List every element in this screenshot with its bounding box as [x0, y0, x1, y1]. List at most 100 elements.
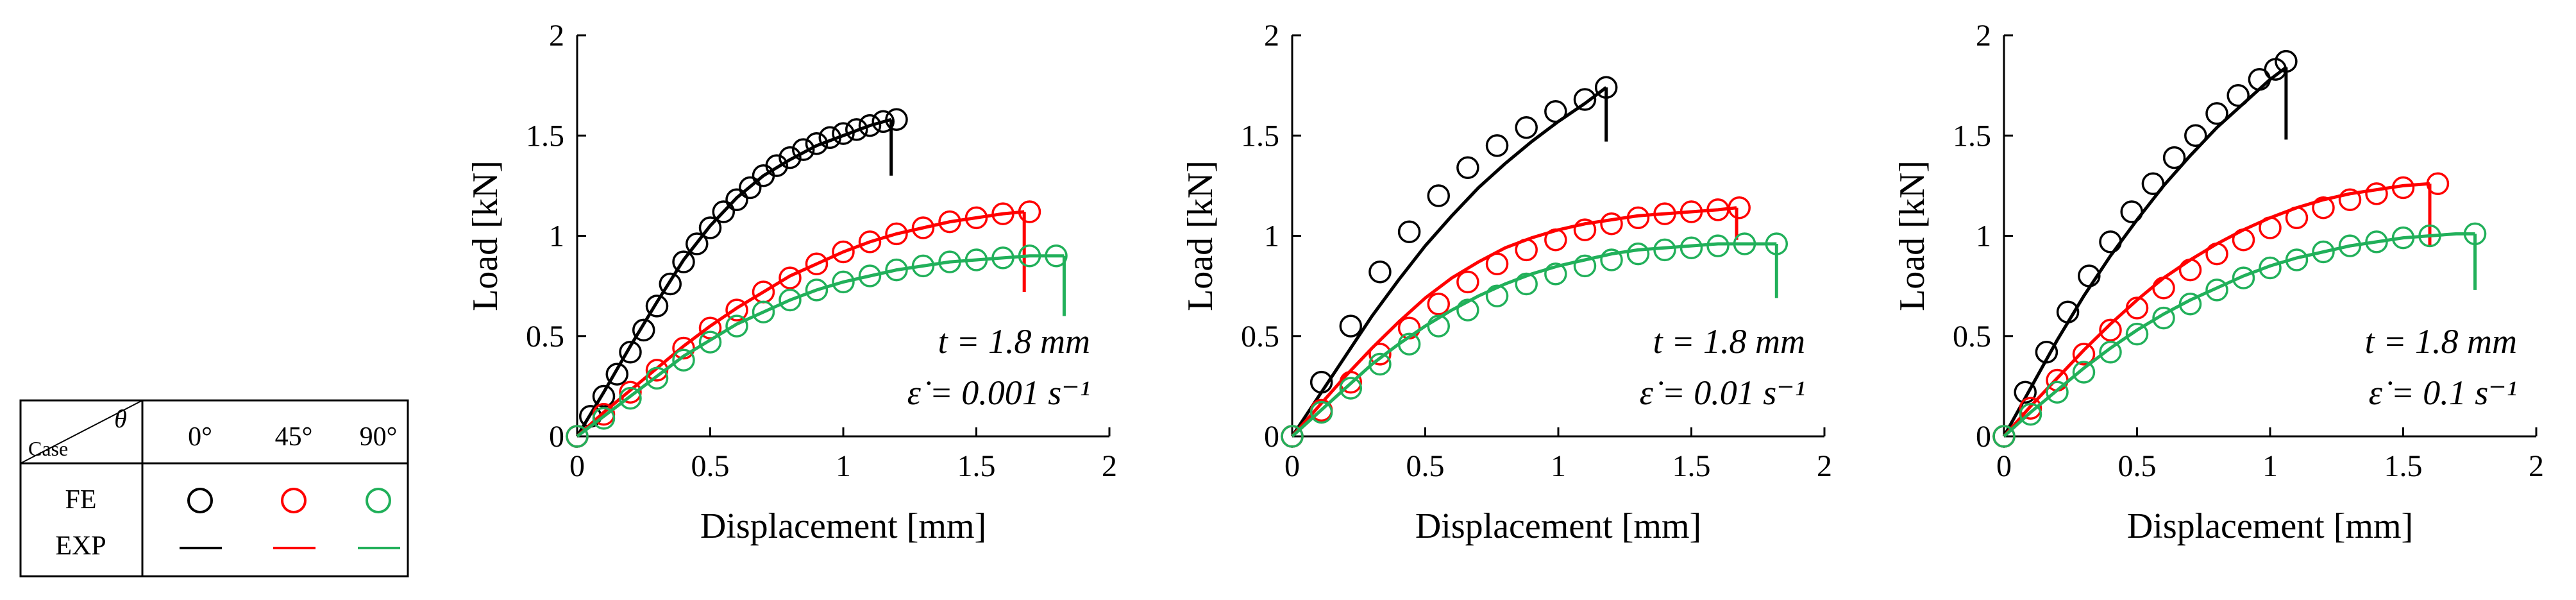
fe-marker	[698, 216, 722, 239]
y-axis-label: Load [kN]	[1892, 160, 1932, 311]
legend-col-45: 45°	[275, 422, 313, 452]
fe-marker	[885, 222, 908, 246]
legend-border	[19, 399, 409, 578]
legend-col-0: 0°	[188, 422, 212, 452]
x-tick-label: 2	[2529, 449, 2544, 483]
fe-marker	[698, 330, 722, 354]
annotation-strain-rate: ε̇ = 0.01 s⁻¹	[1640, 373, 1805, 412]
exp-curve	[2003, 232, 2475, 438]
legend-svg: θ Case 0° 45° 90° FE EXP	[19, 399, 409, 578]
fe-marker	[1368, 343, 1392, 366]
y-tick-label: 1	[549, 219, 564, 253]
fe-marker	[686, 232, 709, 255]
y-tick-label: 0.5	[1953, 320, 1991, 354]
fe-marker	[1427, 184, 1450, 207]
x-tick-label: 0.5	[691, 449, 730, 483]
y-tick-label: 2	[1264, 19, 1279, 53]
y-tick-label: 0	[549, 420, 564, 454]
fe-marker	[2152, 306, 2175, 330]
x-tick-label: 2	[1102, 449, 1117, 483]
fe-marker	[911, 216, 935, 239]
fe-marker	[1339, 314, 1363, 338]
x-tick-label: 1	[836, 449, 851, 483]
fe-marker	[712, 200, 735, 223]
fe-marker	[832, 122, 855, 145]
fe-marker	[2162, 146, 2186, 169]
fe-marker	[832, 270, 855, 294]
fe-marker	[1600, 248, 1623, 271]
fe-marker	[858, 114, 882, 137]
y-axis-label: Load [kN]	[1181, 160, 1220, 311]
fe-marker	[1573, 254, 1597, 278]
fe-marker	[1397, 220, 1421, 243]
y-tick-label: 1.5	[1241, 119, 1279, 153]
fe-marker	[566, 425, 589, 448]
x-tick-label: 0.5	[1406, 449, 1445, 483]
fe-marker	[2312, 240, 2335, 264]
fe-marker	[1573, 88, 1597, 111]
fe-marker	[779, 266, 802, 289]
series-1	[566, 200, 1041, 448]
x-tick-label: 1.5	[1672, 449, 1711, 483]
annotation-thickness: t = 1.8 mm	[938, 322, 1090, 361]
series-2	[566, 244, 1068, 448]
annotation-thickness: t = 1.8 mm	[1653, 322, 1805, 361]
fe-marker	[645, 366, 669, 390]
fe-marker	[1515, 272, 1538, 296]
legend-theta: θ	[114, 404, 127, 433]
exp-curve	[2002, 66, 2287, 438]
exp-curve	[576, 254, 1065, 438]
x-tick-label: 0	[1284, 449, 1300, 483]
fe-marker	[2099, 341, 2122, 364]
fe-marker	[2338, 188, 2362, 211]
annotation-thickness: t = 1.8 mm	[2365, 322, 2517, 361]
fe-marker	[858, 230, 882, 253]
fe-marker	[832, 240, 855, 264]
chart-panel-3: 0 0.5 1 1.5 2 0 0.5 1 1.5 2 Displacement [mm] Load …	[1892, 19, 2544, 546]
fe-marker	[2205, 102, 2228, 125]
fe-marker	[725, 314, 748, 338]
y-tick-label: 2	[549, 19, 564, 53]
fe-marker	[605, 363, 628, 386]
exp-curve	[575, 117, 892, 438]
fe-marker	[592, 407, 616, 430]
annotation-strain-rate: ε̇ = 0.1 s⁻¹	[2369, 373, 2517, 412]
x-tick-label: 1	[2262, 449, 2278, 483]
x-axis-label: Displacement [mm]	[1415, 506, 1701, 546]
fe-marker	[779, 146, 802, 169]
fe-marker	[845, 118, 868, 141]
legend-fe-marker-0	[187, 488, 213, 513]
fe-marker	[765, 154, 788, 177]
fe-marker	[1339, 377, 1363, 400]
fe-marker	[1456, 298, 1479, 321]
series-2	[1281, 232, 1789, 448]
annotation-strain-rate: ε̇ = 0.001 s⁻¹	[907, 373, 1090, 412]
fe-marker	[2019, 402, 2042, 426]
fe-marker	[1544, 262, 1567, 286]
fe-marker	[672, 250, 695, 273]
legend-fe-marker-90	[366, 488, 391, 513]
fe-marker	[779, 288, 802, 312]
fe-marker	[619, 381, 642, 404]
series-2	[1992, 222, 2487, 448]
fe-marker	[1515, 116, 1538, 139]
fe-marker	[1573, 218, 1597, 241]
fe-marker	[1992, 425, 2016, 448]
fe-marker	[805, 132, 829, 155]
fe-marker	[672, 348, 695, 372]
x-tick-label: 1	[1551, 449, 1566, 483]
exp-curve	[1291, 206, 1737, 438]
fe-marker	[2125, 322, 2149, 346]
y-tick-label: 0	[1976, 420, 1991, 454]
fe-marker	[2141, 172, 2165, 195]
x-axis-label: Displacement [mm]	[2127, 506, 2413, 546]
fe-marker	[2152, 277, 2175, 300]
fe-marker	[2014, 381, 2037, 404]
legend-row-fe: FE	[65, 485, 96, 515]
fe-marker	[805, 252, 829, 275]
fe-marker	[2178, 258, 2202, 282]
y-tick-label: 0.5	[526, 320, 564, 354]
fe-marker	[2205, 279, 2228, 302]
fe-marker	[2259, 256, 2282, 280]
y-tick-label: 1	[1264, 219, 1279, 253]
